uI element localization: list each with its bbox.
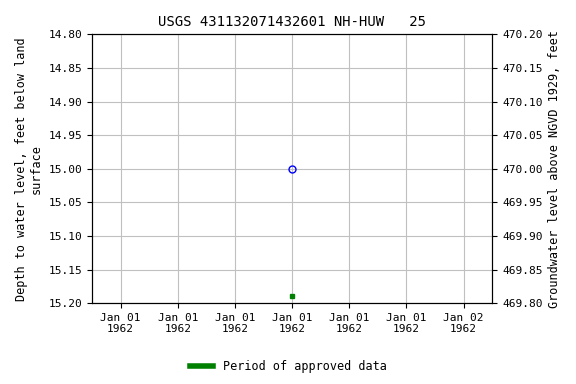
Title: USGS 431132071432601 NH-HUW   25: USGS 431132071432601 NH-HUW 25 <box>158 15 426 29</box>
Legend: Period of approved data: Period of approved data <box>185 356 391 378</box>
Y-axis label: Groundwater level above NGVD 1929, feet: Groundwater level above NGVD 1929, feet <box>548 30 561 308</box>
Y-axis label: Depth to water level, feet below land
surface: Depth to water level, feet below land su… <box>15 37 43 301</box>
